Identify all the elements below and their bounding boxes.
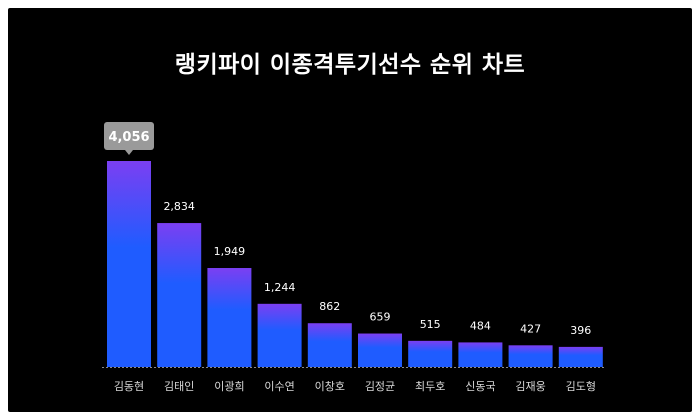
value-callout bbox=[104, 122, 154, 150]
category-label: 김태인 bbox=[164, 380, 194, 393]
category-label: 이수연 bbox=[264, 380, 294, 393]
bar bbox=[307, 323, 352, 367]
bar bbox=[207, 268, 252, 367]
bar bbox=[107, 161, 151, 367]
bar bbox=[257, 303, 302, 367]
data-label: 2,834 bbox=[163, 200, 195, 213]
bar bbox=[157, 223, 202, 367]
chart-title: 랭키파이 이종격투기선수 순위 차트 bbox=[174, 52, 526, 78]
data-label: 484 bbox=[470, 319, 491, 332]
bar bbox=[358, 333, 402, 367]
category-label: 김도형 bbox=[566, 380, 596, 393]
data-label: 1,949 bbox=[214, 245, 246, 258]
data-label: 396 bbox=[570, 324, 591, 337]
category-label: 김동현 bbox=[114, 380, 144, 393]
category-label: 신동국 bbox=[465, 380, 495, 393]
category-label: 최두호 bbox=[415, 380, 445, 393]
data-label: 515 bbox=[420, 318, 441, 331]
category-label: 김재웅 bbox=[515, 380, 545, 393]
category-label: 이광희 bbox=[214, 380, 244, 393]
bar bbox=[458, 342, 503, 367]
data-label: 862 bbox=[319, 300, 340, 313]
bar bbox=[558, 346, 603, 367]
data-label: 1,244 bbox=[264, 281, 296, 294]
callout-pointer bbox=[125, 150, 133, 155]
category-label: 김정균 bbox=[365, 380, 395, 393]
data-label: 4,056 bbox=[108, 130, 149, 145]
bar bbox=[408, 340, 453, 367]
category-label: 이창호 bbox=[315, 380, 345, 393]
data-label: 427 bbox=[520, 322, 541, 335]
bar bbox=[508, 345, 553, 367]
data-label: 659 bbox=[370, 311, 391, 324]
